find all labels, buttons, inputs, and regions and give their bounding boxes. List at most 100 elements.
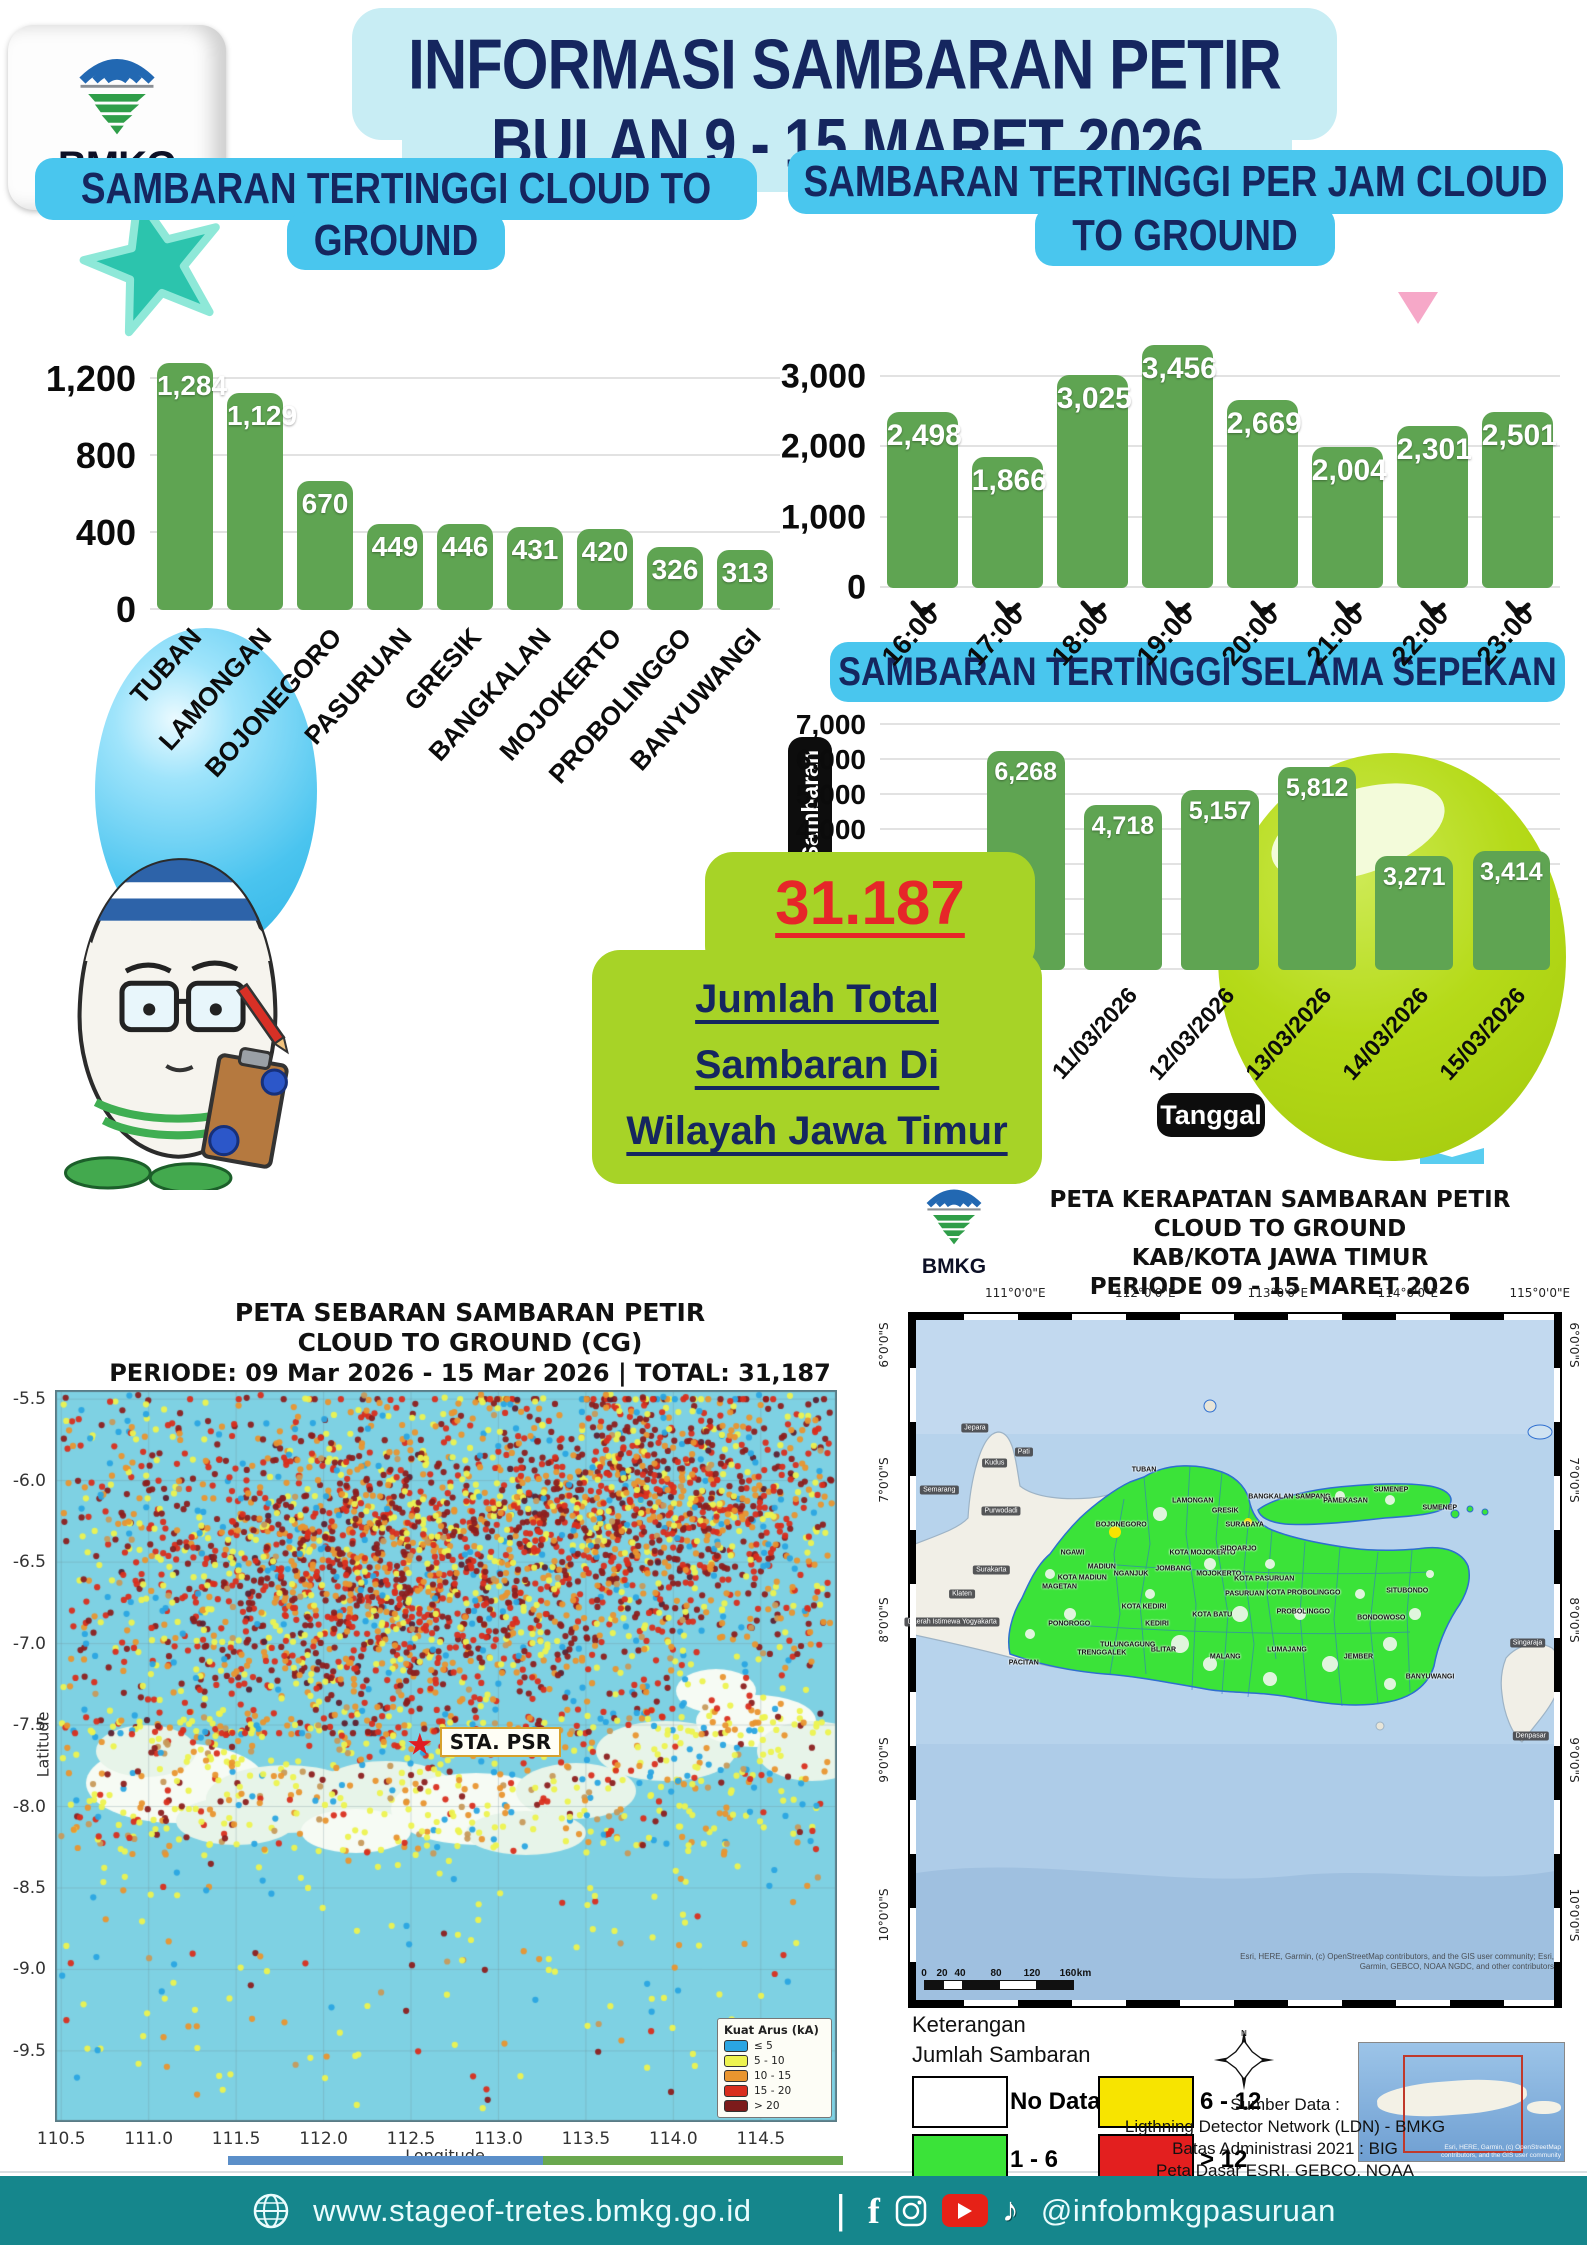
total-badge-body — [592, 950, 1042, 1184]
week-chart-xlabel-badge: Tanggal — [1157, 1093, 1265, 1137]
scatter-y-tick: -6.0 — [12, 1470, 46, 1491]
dmap-title-line: CLOUD TO GROUND — [1153, 1216, 1407, 1242]
bar-value-label: 5,157 — [1188, 796, 1252, 825]
section-title-hours-line2: TO GROUND — [1035, 206, 1335, 266]
y-tick-label: 6,000 — [795, 744, 866, 775]
tiktok-icon[interactable]: ♪ — [1001, 2191, 1019, 2229]
chevron-down-icon — [1505, 600, 1531, 625]
chevron-down-icon — [1335, 600, 1361, 625]
instagram-icon[interactable] — [894, 2194, 928, 2228]
region-label: SAMPANG — [1295, 1493, 1331, 1501]
x-category-label: BANGKALAN — [422, 622, 558, 767]
scale-number: 20 — [936, 1968, 948, 1979]
bar: 670 BOJONEGORO — [198, 481, 353, 783]
bar: 2,004 21:00 — [1301, 447, 1387, 671]
region-label: PAMEKASAN — [1323, 1497, 1368, 1505]
bar: 2,498 16:00 — [876, 412, 962, 671]
bar-value-label: 1,866 — [971, 463, 1047, 497]
map-frame-left — [910, 1314, 916, 2006]
bar-value-label: 3,271 — [1382, 862, 1446, 891]
pink-arrow-decoration-icon — [1398, 292, 1438, 324]
bar: 313 BANYUWANGI — [624, 549, 773, 776]
region-label: PACITAN — [1008, 1659, 1039, 1667]
dmap-title-line: PETA KERAPATAN SAMBARAN PETIR — [1049, 1187, 1511, 1213]
total-caption: Jumlah Total Sambaran Di Wilayah Jawa Ti… — [592, 966, 1042, 1164]
chevron-down-icon — [1165, 600, 1191, 625]
region-label: MALANG — [1209, 1653, 1241, 1661]
grid-line — [880, 586, 1560, 588]
grid-line — [880, 375, 1560, 378]
dmap-lat-tick: 6°0'0"S — [877, 1322, 891, 1368]
scale-segment — [1000, 1980, 1037, 1990]
region-label: SIDOARJO — [1219, 1545, 1257, 1553]
y-tick-label: 2,000 — [780, 427, 866, 466]
y-tick-label: 400 — [75, 512, 136, 554]
bar: 326 PROBOLINGGO — [543, 547, 703, 789]
region-label: JOMBANG — [1155, 1565, 1192, 1573]
scatter-legend-label: 10 - 15 — [754, 2070, 792, 2082]
bar: 3,456 19:00 — [1131, 345, 1217, 671]
region-label: TULUNGAGUNG — [1100, 1641, 1156, 1649]
total-number: 31.187 — [775, 869, 965, 938]
region-label: BLITAR — [1150, 1646, 1177, 1654]
globe-icon — [253, 2193, 289, 2228]
dmap-lat-tick: 8°0'0"S — [877, 1597, 891, 1643]
scale-number: 160 — [1059, 1968, 1077, 1979]
region-label: Jepara — [961, 1423, 989, 1433]
svg-text:N: N — [1241, 2028, 1247, 2038]
region-label: KOTA KEDIRI — [1121, 1603, 1167, 1611]
region-label: Denpasar — [1512, 1731, 1549, 1741]
grid-line — [880, 445, 1560, 448]
scatter-x-tick: 112.0 — [299, 2129, 348, 2149]
bar: 2,301 22:00 — [1386, 426, 1472, 671]
facebook-icon[interactable]: f — [867, 2190, 880, 2231]
dmap-logo-block: BMKG — [916, 1180, 992, 1279]
dmap-title-line: PERIODE 09 - 15 MARET 2026 — [1089, 1274, 1471, 1300]
density-map: Jepara Pati Kudus Semarang Purwodadi Surakart… — [904, 1312, 1562, 2008]
region-label: KOTA PROBOLINGGO — [1266, 1589, 1341, 1597]
hour-arrows-decoration — [880, 600, 1560, 630]
bar-value-label: 449 — [371, 530, 419, 562]
station-label: STA. PSR — [439, 1726, 562, 1757]
region-label: SURABAYA — [1225, 1521, 1264, 1529]
section-title-hours-line1: SAMBARAN TERTINGGI PER JAM CLOUD — [788, 150, 1563, 214]
inset-extent-rectangle — [1403, 2055, 1523, 2153]
dmap-title-line: KAB/KOTA JAWA TIMUR — [1131, 1245, 1429, 1271]
dmap-legend-heading2: Jumlah Sambaran — [912, 2042, 1091, 2067]
region-label: GRESIK — [1211, 1507, 1239, 1515]
section-title-week: SAMBARAN TERTINGGI SELAMA SEPEKAN — [830, 642, 1565, 702]
region-label: MOJOKERTO — [1196, 1570, 1242, 1577]
scatter-legend-item: 5 - 10 — [724, 2055, 826, 2067]
scatter-legend-chip — [724, 2040, 748, 2052]
section-title-regions-line1: SAMBARAN TERTINGGI CLOUD TO — [35, 158, 757, 220]
dmap-top-ticks: 111°0'0"E 112°0'0"E 113°0'0"E 114°0'0"E 115°… — [908, 1286, 1570, 1306]
y-tick-label: 7,000 — [795, 709, 866, 740]
inset-attribution: Esri, HERE, Garmin, (c) OpenStreetMap co… — [1441, 2144, 1561, 2159]
map-scale-bar: 0 20 40 80 120 160 km — [921, 1968, 1091, 1990]
footer-separator: | — [835, 2188, 846, 2232]
footer-website-link[interactable]: www.stageof-tretes.bmkg.go.id — [313, 2192, 752, 2228]
scatter-legend-chip — [724, 2100, 748, 2112]
dmap-lat-tick: 7°0'0"S — [877, 1457, 891, 1503]
legend-label-gt12: > 12 — [1200, 2146, 1248, 2173]
source-line: Sumber Data : — [1230, 2095, 1340, 2114]
region-label: BOJONEGORO — [1095, 1521, 1147, 1529]
region-label: LAMONGAN — [1172, 1497, 1214, 1505]
region-label: PONOROGO — [1048, 1620, 1091, 1628]
bar-value-label: 1,284 — [156, 370, 228, 402]
scale-segment — [963, 1980, 1000, 1990]
scatter-legend-item: 15 - 20 — [724, 2085, 826, 2097]
total-caption-line3: Wilayah Jawa Timur — [626, 1109, 1008, 1153]
youtube-icon[interactable] — [941, 2194, 988, 2227]
scatter-y-tick: -7.0 — [12, 1633, 46, 1654]
region-label: KEDIRI — [1145, 1620, 1169, 1628]
bar: 4,718 11/03/2026 — [1047, 804, 1162, 1084]
divider-bar-blue — [228, 2156, 543, 2165]
region-label: Surakarta — [973, 1565, 1010, 1575]
y-tick-label: 5,000 — [795, 779, 866, 810]
region-label: KOTA BATU — [1192, 1611, 1233, 1619]
source-line: Ligthning Detector Network (LDN) - BMKG — [1124, 2117, 1446, 2136]
scale-segment — [1037, 1980, 1074, 1990]
footer-social-handle[interactable]: @infobmkgpasuruan — [1040, 2192, 1336, 2228]
